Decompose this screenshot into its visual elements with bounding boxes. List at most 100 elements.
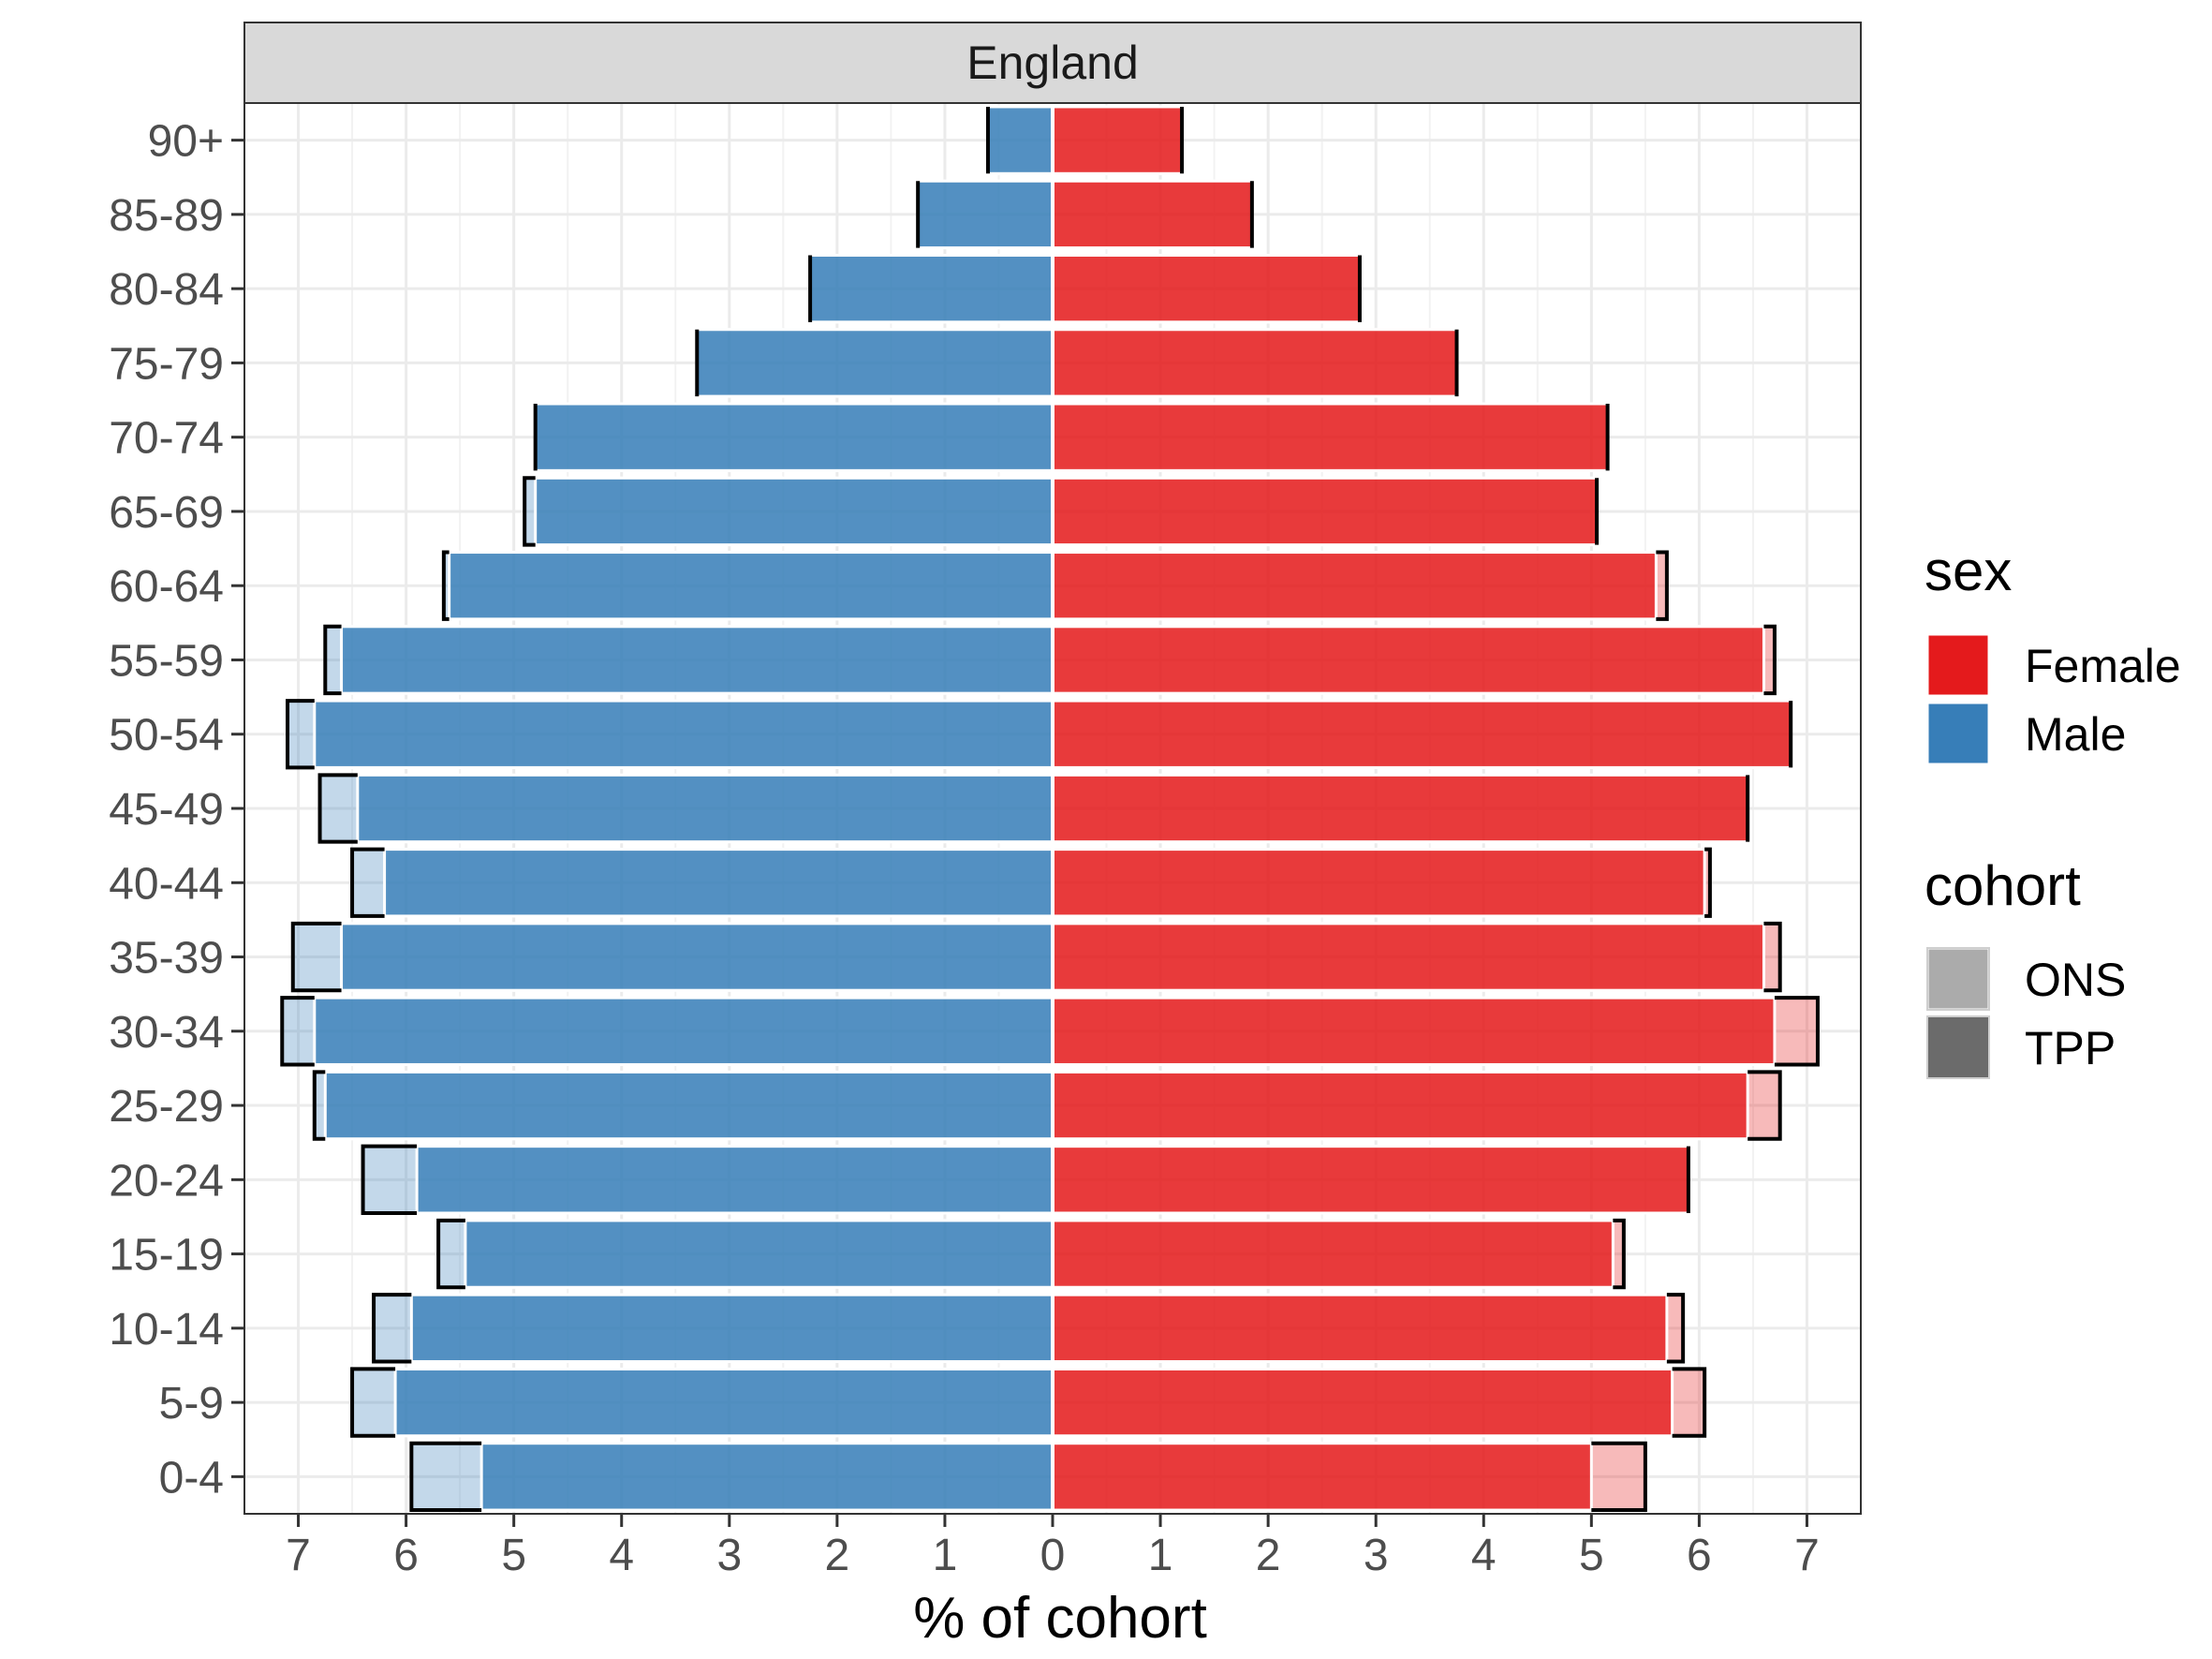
bar-tpp-female: [1051, 1070, 1749, 1141]
bar-tpp-male: [448, 551, 1054, 621]
y-tick-label: 15-19: [109, 1231, 224, 1281]
ons-outline-male: [317, 773, 358, 844]
ons-outline-male: [312, 1070, 326, 1141]
legend-label-ons: ONS: [2025, 954, 2126, 1006]
ons-outline-male: [523, 476, 536, 547]
bar-tpp-male: [313, 699, 1054, 769]
bar-tpp-female: [1051, 1293, 1669, 1364]
y-tick-label: 90+: [148, 117, 224, 167]
ons-outline-female: [1763, 624, 1777, 696]
legend-label-tpp: TPP: [2025, 1022, 2116, 1074]
bar-tpp-male: [415, 1145, 1054, 1215]
x-tick-label: 5: [1579, 1531, 1604, 1580]
y-axis: 0-4 5-9 10-14 15-19 20-24 25-29 30-34 35-39 40-4…: [109, 117, 244, 1503]
legend-key-ons: [1925, 946, 1991, 1012]
ons-outline-male: [350, 1367, 396, 1438]
ons-outline-male: [350, 847, 385, 918]
y-tick-label: 65-69: [109, 488, 224, 538]
legend-key-ons-border: [1926, 947, 1990, 1011]
x-tick-label: 7: [286, 1531, 311, 1580]
bar-tpp-female: [1051, 105, 1184, 175]
x-tick-label: 7: [1794, 1531, 1820, 1580]
bar-tpp-male: [808, 253, 1054, 324]
bar-tpp-female: [1051, 848, 1706, 918]
y-tick-label: 5-9: [159, 1379, 224, 1429]
x-tick-label: 2: [825, 1531, 850, 1580]
y-tick-label: 10-14: [109, 1305, 224, 1355]
bar-tpp-female: [1051, 328, 1458, 398]
bar-tpp-male: [464, 1219, 1054, 1289]
y-tick-label: 35-39: [109, 934, 224, 984]
bar-tpp-male: [409, 1293, 1054, 1364]
bar-tpp-male: [340, 625, 1054, 695]
bar-tpp-female: [1051, 699, 1792, 769]
bar-tpp-female: [1051, 773, 1749, 844]
ons-outline-female: [1774, 996, 1820, 1067]
x-tick-label: 6: [1687, 1531, 1712, 1580]
x-tick-label: 0: [1040, 1531, 1066, 1580]
bar-tpp-female: [1051, 179, 1254, 250]
bar-tpp-female: [1051, 402, 1610, 472]
bar-tpp-male: [356, 773, 1054, 844]
ons-outline-female: [1613, 1218, 1626, 1290]
x-axis: 7 6 5 4 3 2 1 0 1 2 3 4 5 6 7: [286, 1514, 1820, 1580]
panel-strip: [243, 22, 1862, 104]
legend: sex Female Male cohort ONS TPP: [1924, 540, 2181, 1079]
ons-outline-female: [1666, 1293, 1686, 1364]
x-tick-label: 1: [1148, 1531, 1173, 1580]
ons-outline-male: [290, 921, 342, 993]
y-tick-label: 30-34: [109, 1008, 224, 1058]
bar-tpp-male: [393, 1367, 1054, 1438]
ons-outline-male: [361, 1144, 418, 1215]
bar-tpp-female: [1051, 922, 1765, 992]
x-tick-label: 6: [393, 1531, 419, 1580]
bar-tpp-female: [1051, 253, 1362, 324]
bar-tpp-male: [916, 179, 1054, 250]
bar-tpp-female: [1051, 625, 1765, 695]
bar-tpp-male: [534, 402, 1054, 472]
bar-tpp-female: [1051, 1219, 1615, 1289]
y-tick-label: 50-54: [109, 711, 224, 761]
ons-outline-male: [280, 996, 315, 1067]
x-tick-label: 4: [609, 1531, 634, 1580]
ons-outline-female: [1656, 550, 1669, 621]
ons-outline-male: [286, 699, 315, 770]
ons-outline-female: [1763, 921, 1782, 993]
legend-key-male: [1925, 701, 1991, 766]
ons-outline-female: [1704, 847, 1712, 918]
x-tick-label: 1: [933, 1531, 958, 1580]
x-axis-title: % of cohort: [913, 1586, 1207, 1651]
bar-layer: [280, 103, 1820, 1514]
ons-outline-male: [323, 624, 342, 696]
bar-tpp-male: [479, 1442, 1054, 1512]
x-tick-label: 4: [1471, 1531, 1497, 1580]
bar-tpp-male: [323, 1070, 1054, 1141]
bar-tpp-female: [1051, 1442, 1593, 1512]
legend-key-female: [1925, 632, 1991, 698]
bar-tpp-female: [1051, 551, 1658, 621]
y-tick-label: 75-79: [109, 339, 224, 389]
y-tick-label: 60-64: [109, 562, 224, 612]
y-tick-label: 0-4: [159, 1453, 224, 1503]
ons-outline-female: [1672, 1367, 1707, 1438]
bar-tpp-male: [340, 922, 1054, 992]
x-tick-label: 5: [501, 1531, 526, 1580]
bar-tpp-female: [1051, 1145, 1690, 1215]
bar-tpp-female: [1051, 1367, 1674, 1438]
bar-tpp-male: [986, 105, 1054, 175]
legend-title-cohort: cohort: [1924, 854, 2081, 917]
x-tick-label: 2: [1256, 1531, 1281, 1580]
x-tick-label: 3: [716, 1531, 742, 1580]
bar-tpp-female: [1051, 476, 1599, 547]
bar-tpp-male: [313, 996, 1054, 1066]
bar-tpp-female: [1051, 996, 1777, 1066]
legend-key-tpp: [1926, 1015, 1990, 1079]
ons-outline-female: [1747, 1070, 1782, 1141]
bar-tpp-male: [695, 328, 1054, 398]
ons-outline-female: [1591, 1441, 1647, 1513]
ons-outline-male: [441, 550, 450, 621]
bar-tpp-male: [383, 848, 1054, 918]
ons-outline-male: [372, 1293, 412, 1364]
ons-outline-male: [436, 1218, 465, 1290]
